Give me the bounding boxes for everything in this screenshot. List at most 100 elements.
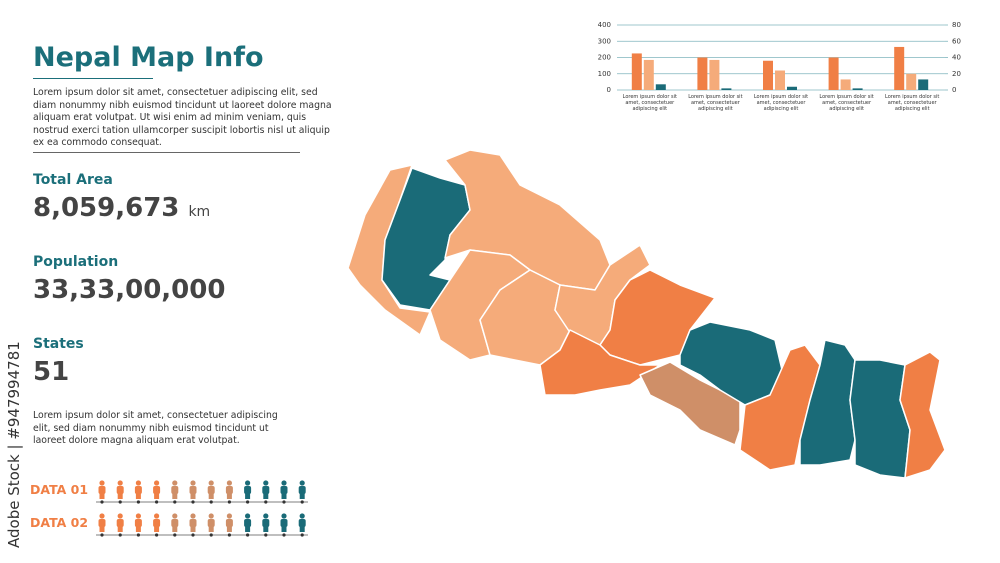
person-legs	[190, 493, 196, 499]
title-underline	[33, 78, 153, 79]
person-body	[262, 519, 270, 527]
person-legs	[99, 493, 105, 499]
stat-value: 8,059,673 km	[33, 193, 210, 223]
x-tick-label: Lorem ipsum dolor sit amet, consectetuer…	[885, 94, 940, 112]
pictogram-dot	[209, 500, 213, 504]
map-region	[639, 361, 741, 446]
person-head	[172, 513, 178, 519]
person-legs	[190, 526, 196, 532]
person-head	[99, 480, 105, 486]
bar	[787, 86, 797, 90]
person-head	[154, 513, 160, 519]
pictogram-dot	[282, 533, 286, 537]
bar	[721, 88, 732, 90]
person-body	[244, 486, 252, 494]
person-legs	[117, 526, 123, 532]
pictogram-dot	[155, 533, 159, 537]
person-body	[207, 486, 215, 494]
person-legs	[226, 526, 232, 532]
pictogram-dot	[264, 533, 268, 537]
stat-unit: km	[188, 204, 211, 220]
pictogram-dot	[264, 500, 268, 504]
map-region	[849, 359, 911, 479]
bar	[828, 57, 839, 90]
person-body	[116, 519, 124, 527]
pictogram-dot	[100, 533, 104, 537]
person-head	[299, 480, 305, 486]
person-head	[299, 513, 305, 519]
person-legs	[263, 493, 269, 499]
y2-tick-label: 0	[952, 86, 956, 94]
person-legs	[154, 493, 160, 499]
bar	[894, 46, 905, 90]
person-head	[172, 480, 178, 486]
person-body	[171, 486, 179, 494]
person-head	[245, 513, 251, 519]
divider	[33, 152, 300, 153]
person-head	[245, 480, 251, 486]
person-legs	[208, 526, 214, 532]
person-head	[154, 480, 160, 486]
pictogram-label: DATA 02	[30, 515, 89, 530]
bar	[643, 59, 654, 90]
y-tick-label: 200	[598, 54, 611, 62]
pictogram-dot	[118, 500, 122, 504]
person-head	[281, 513, 287, 519]
person-body	[189, 486, 197, 494]
note-text: Lorem ipsum dolor sit amet, consectetuer…	[33, 410, 278, 447]
person-head	[135, 480, 141, 486]
person-head	[208, 513, 214, 519]
person-body	[207, 519, 215, 527]
bar	[709, 59, 720, 90]
y-tick-label: 100	[598, 70, 611, 78]
pictogram-dot	[191, 500, 195, 504]
person-body	[189, 519, 197, 527]
person-head	[190, 480, 196, 486]
person-body	[280, 519, 288, 527]
stat-value: 51	[33, 357, 70, 387]
y2-tick-label: 60	[952, 37, 961, 45]
bar	[775, 70, 785, 90]
person-body	[298, 519, 306, 527]
person-head	[208, 480, 214, 486]
person-head	[99, 513, 105, 519]
bar	[655, 84, 666, 90]
person-legs	[226, 493, 232, 499]
y2-tick-label: 40	[952, 54, 961, 62]
bar	[763, 60, 773, 90]
pictogram-label: DATA 01	[30, 482, 89, 497]
person-body	[134, 519, 142, 527]
pictogram-dot	[136, 533, 140, 537]
stat-label: States	[33, 336, 84, 352]
person-legs	[245, 526, 251, 532]
person-body	[134, 486, 142, 494]
person-body	[262, 486, 270, 494]
person-legs	[281, 526, 287, 532]
intro-text: Lorem ipsum dolor sit amet, consectetuer…	[33, 87, 332, 149]
person-body	[171, 519, 179, 527]
person-legs	[172, 493, 178, 499]
person-head	[281, 480, 287, 486]
person-head	[263, 480, 269, 486]
person-head	[190, 513, 196, 519]
person-body	[298, 486, 306, 494]
person-body	[244, 519, 252, 527]
bar	[840, 79, 851, 90]
y-tick-label: 400	[598, 21, 611, 29]
pictogram-dot	[227, 533, 231, 537]
person-legs	[154, 526, 160, 532]
person-legs	[172, 526, 178, 532]
map-region	[539, 329, 661, 396]
x-tick-label: Lorem ipsum dolor sit amet, consectetuer…	[819, 94, 874, 112]
person-body	[225, 486, 233, 494]
stat-label: Population	[33, 254, 119, 270]
pictogram-dot	[118, 533, 122, 537]
pictogram-dot	[209, 533, 213, 537]
bar	[697, 57, 708, 90]
person-body	[98, 486, 106, 494]
person-body	[116, 486, 124, 494]
person-body	[153, 519, 161, 527]
person-body	[153, 486, 161, 494]
